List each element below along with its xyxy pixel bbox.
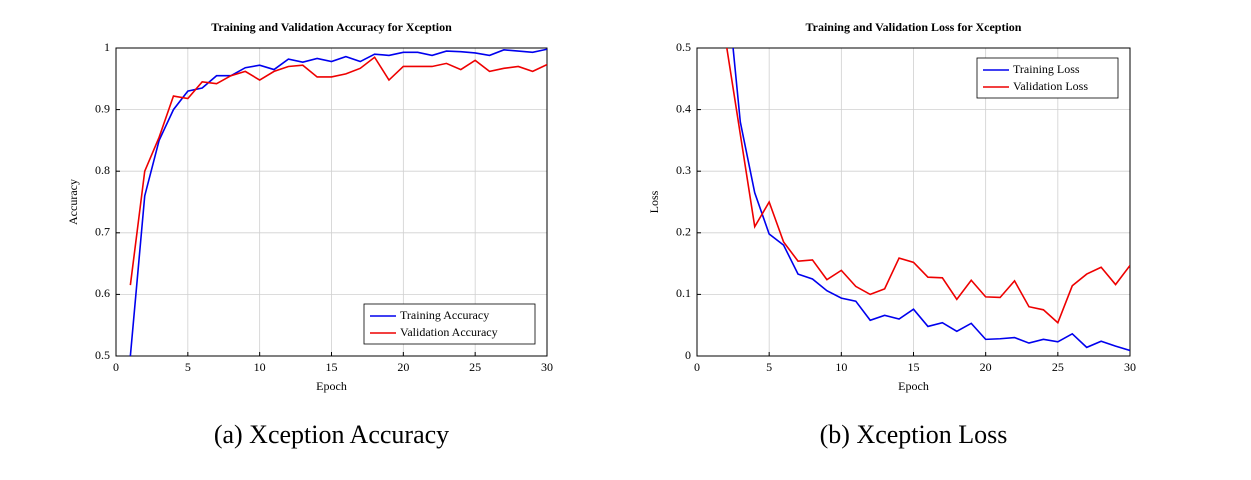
caption: (b) Xception Loss (820, 420, 1008, 449)
y-tick-label: 0.2 (676, 225, 691, 239)
x-tick-label: 30 (1124, 360, 1136, 374)
x-tick-label: 5 (766, 360, 772, 374)
chart: Training and Validation Loss for Xceptio… (647, 20, 1136, 449)
legend-label: Training Accuracy (400, 308, 489, 322)
x-tick-label: 20 (397, 360, 409, 374)
y-tick-label: 0.3 (676, 163, 691, 177)
y-tick-label: 0.5 (95, 348, 110, 362)
y-axis-label: Loss (647, 190, 661, 213)
x-tick-label: 20 (980, 360, 992, 374)
x-axis-label: Epoch (898, 379, 929, 393)
x-tick-label: 15 (326, 360, 338, 374)
x-tick-label: 0 (113, 360, 119, 374)
chart: Training and Validation Accuracy for Xce… (66, 20, 553, 449)
legend-label: Validation Loss (1013, 79, 1088, 93)
x-tick-label: 25 (469, 360, 481, 374)
x-tick-label: 25 (1052, 360, 1064, 374)
x-axis-label: Epoch (316, 379, 347, 393)
plot-frame (696, 47, 1131, 357)
y-tick-label: 0.5 (676, 40, 691, 54)
y-axis-label: Accuracy (66, 179, 80, 225)
x-tick-label: 15 (908, 360, 920, 374)
y-tick-label: 0.9 (95, 101, 110, 115)
data-line (732, 48, 1130, 352)
data-line (726, 48, 1130, 325)
chart-title: Training and Validation Accuracy for Xce… (211, 20, 452, 34)
legend-label: Validation Accuracy (400, 325, 498, 339)
x-tick-label: 10 (835, 360, 847, 374)
plot-frame (115, 47, 548, 357)
y-tick-label: 0.6 (95, 286, 110, 300)
legend-box (976, 57, 1119, 99)
x-tick-label: 5 (185, 360, 191, 374)
data-line (129, 56, 547, 286)
caption: (a) Xception Accuracy (214, 420, 449, 449)
legend-box (363, 303, 536, 345)
x-tick-label: 10 (254, 360, 266, 374)
y-tick-label: 0.4 (676, 101, 691, 115)
y-tick-label: 0 (685, 348, 691, 362)
y-tick-label: 0.7 (95, 225, 110, 239)
legend-label: Training Loss (1013, 62, 1080, 76)
data-line (129, 48, 547, 356)
x-tick-label: 0 (694, 360, 700, 374)
x-tick-label: 30 (541, 360, 553, 374)
y-tick-label: 0.1 (676, 286, 691, 300)
y-tick-label: 1 (104, 40, 110, 54)
y-tick-label: 0.8 (95, 163, 110, 177)
chart-title: Training and Validation Loss for Xceptio… (806, 20, 1022, 34)
